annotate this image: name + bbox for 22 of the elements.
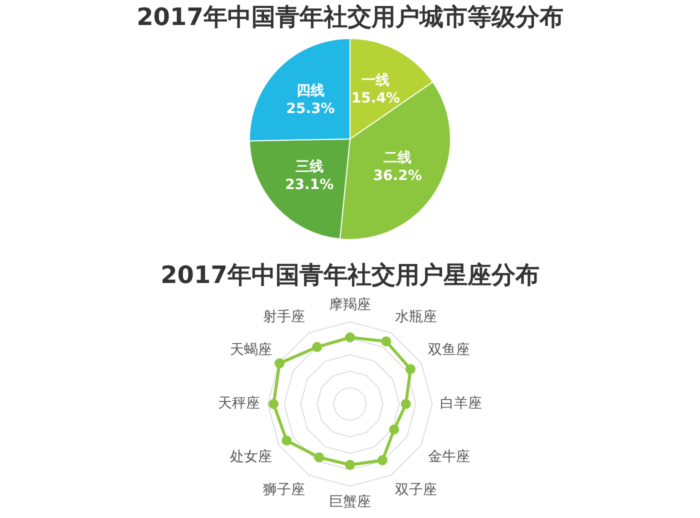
spoke-label: 天蝎座 <box>230 342 272 358</box>
spoke-label: 射手座 <box>262 309 305 326</box>
spoke-label: 处女座 <box>230 449 272 466</box>
spoke-label: 巨蟹座 <box>329 494 371 510</box>
spoke-label: 双鱼座 <box>428 342 470 358</box>
chart-title: 2017年中国青年社交用户星座分布 <box>160 260 540 291</box>
spoke-label: 摩羯座 <box>329 297 371 314</box>
spoke-label: 金牛座 <box>428 449 470 466</box>
slice-label: 二线 <box>384 150 412 166</box>
spoke-label: 水瓶座 <box>395 309 438 326</box>
data-label: 36.2% <box>373 168 422 184</box>
slice-label: 三线 <box>295 159 324 176</box>
spoke-label: 白羊座 <box>440 396 482 412</box>
data-label: 15.4% <box>351 90 400 107</box>
spoke-label: 狮子座 <box>262 482 305 498</box>
data-label: 23.1% <box>285 177 334 194</box>
chart-title: 2017年中国青年社交用户城市等级分布 <box>136 2 564 33</box>
slice-label: 四线 <box>296 82 325 99</box>
data-label: 25.3% <box>286 100 335 117</box>
spoke-label: 双子座 <box>395 482 438 498</box>
spoke-label: 天秤座 <box>218 396 260 412</box>
slice-label: 一线 <box>362 72 390 89</box>
